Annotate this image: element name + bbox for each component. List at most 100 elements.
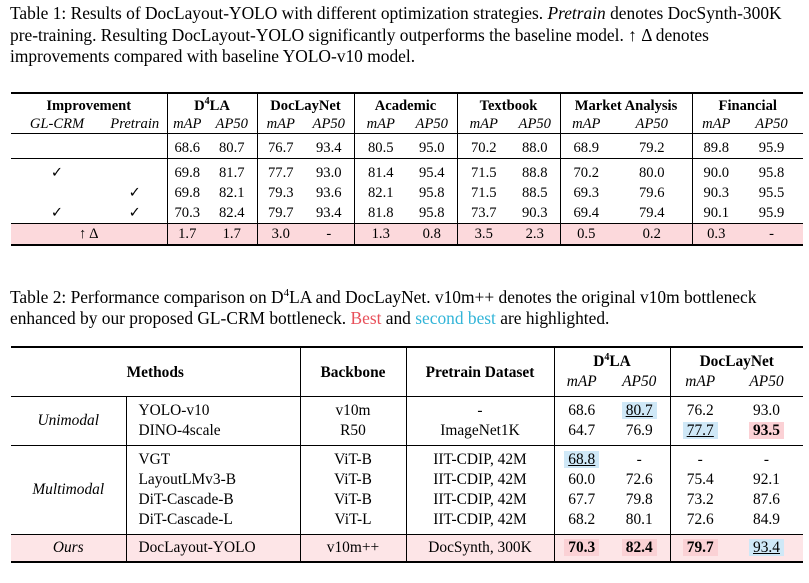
pretrain-dataset: -: [405, 396, 554, 421]
group-unimodal: Unimodal: [11, 396, 126, 446]
table-row: LayoutLMv3-B ViT-B IIT-CDIP, 42M 60.0 72…: [11, 470, 803, 490]
metric-map: mAP: [691, 115, 740, 134]
cell: 88.8: [510, 158, 560, 183]
best-label: Best: [350, 308, 382, 329]
cell-best: 79.7: [669, 534, 730, 563]
table2: Methods Backbone Pretrain Dataset D4LA D…: [11, 346, 803, 563]
table1-caption-text-b: denotes DocSynth-300K pre-training. Resu…: [10, 3, 782, 67]
cell: 79.2: [612, 133, 692, 159]
table-row: ✓ 69.8 81.7 77.7 93.0 81.4 95.4 71.5 88.…: [11, 158, 803, 183]
method-name: DiT-Cascade-L: [125, 510, 300, 535]
metric-ap50: AP50: [755, 116, 788, 132]
pretrain-dataset: IIT-CDIP, 42M: [405, 445, 554, 470]
header-backbone: Backbone: [299, 346, 406, 397]
table1-caption-label: Table 1:: [10, 3, 67, 23]
table1-caption: Table 1: Results of DocLayout-YOLO with …: [10, 3, 805, 68]
cell: 73.7: [456, 203, 510, 224]
table2-caption-text-b: LA and DocLayNet. v10m++ denotes the ori…: [10, 286, 757, 329]
cell-second-best: 93.4: [730, 534, 803, 563]
glcrm-check: [11, 183, 103, 203]
backbone: R50: [299, 421, 406, 446]
cell: 79.6: [638, 185, 665, 201]
header-academic: Academic: [353, 92, 457, 115]
backbone: v10m: [299, 396, 406, 421]
cell: 95.8: [418, 185, 445, 201]
method-name: LayoutLMv3-B: [125, 470, 300, 490]
cell: 69.8: [166, 158, 207, 183]
metric-map: mAP: [166, 115, 207, 134]
cell: 93.4: [304, 133, 354, 159]
cell: 68.6: [553, 396, 609, 421]
pretrain-dataset: ImageNet1K: [405, 421, 554, 446]
cell: 95.5: [758, 185, 785, 201]
cell: 95.0: [407, 133, 457, 159]
table1: Improvement D4LA DocLayNet Academic Text…: [11, 92, 803, 246]
header-improvement: Improvement: [11, 92, 167, 115]
cell: 69.8: [166, 183, 207, 203]
pretrain-dataset: IIT-CDIP, 42M: [405, 470, 554, 490]
cell: 81.4: [353, 158, 407, 183]
cell: 93.6: [315, 185, 342, 201]
cell: 95.9: [758, 205, 785, 221]
cell: 82.1: [218, 185, 245, 201]
cell: -: [304, 223, 354, 246]
cell: 88.5: [521, 185, 548, 201]
table-row: DINO-4scale R50 ImageNet1K 64.7 76.9 77.…: [11, 421, 803, 446]
pretrain-dataset: DocSynth, 300K: [405, 534, 554, 563]
backbone: ViT-L: [299, 510, 406, 535]
cell: 68.9: [559, 133, 612, 159]
table-row-ours: Ours DocLayout-YOLO v10m++ DocSynth, 300…: [11, 534, 803, 563]
cell: 70.2: [456, 133, 510, 159]
cell: 72.6: [669, 510, 730, 535]
cell: 80.5: [353, 133, 407, 159]
cell: 1.7: [207, 223, 257, 246]
cell: 70.2: [559, 158, 612, 183]
cell: 0.2: [612, 223, 692, 246]
cell: -: [740, 223, 803, 246]
table-row: DiT-Cascade-B ViT-B IIT-CDIP, 42M 67.7 7…: [11, 490, 803, 510]
method-name: DocLayout-YOLO: [125, 534, 300, 563]
backbone: ViT-B: [299, 490, 406, 510]
table-row: DiT-Cascade-L ViT-L IIT-CDIP, 42M 68.2 8…: [11, 510, 803, 535]
table2-caption-label: Table 2:: [10, 286, 67, 307]
header-doclaynet: DocLayNet: [669, 346, 803, 372]
cell: 0.8: [407, 223, 457, 246]
table-row: Unimodal YOLO-v10 v10m - 68.6 80.7 76.2 …: [11, 396, 803, 446]
caption-and: and: [381, 308, 416, 329]
improvement-row: ↑ Δ 1.7 1.7 3.0 - 1.3 0.8 3.5 2.3 0.5 0.…: [11, 223, 803, 246]
cell: 60.0: [553, 470, 609, 490]
glcrm-check: [11, 133, 103, 159]
cell: 71.5: [456, 158, 510, 183]
cell: 1.3: [353, 223, 407, 246]
header-pretrain: Pretrain: [110, 116, 160, 132]
backbone: ViT-B: [299, 445, 406, 470]
cell: 3.5: [456, 223, 510, 246]
header-doclaynet: DocLayNet: [256, 92, 354, 115]
table-row: 68.6 80.7 76.7 93.4 80.5 95.0 70.2 88.0 …: [11, 133, 803, 159]
metric-map: mAP: [353, 115, 407, 134]
cell: 90.0: [691, 158, 740, 183]
cell: 90.1: [691, 203, 740, 224]
cell: 3.0: [256, 223, 304, 246]
cell: 79.7: [256, 203, 304, 224]
cell: 68.2: [553, 510, 609, 535]
cell: 87.6: [753, 491, 780, 508]
cell: 76.7: [256, 133, 304, 159]
cell: 80.0: [612, 158, 692, 183]
cell: 75.4: [669, 470, 730, 490]
pretrain-check: [103, 158, 167, 183]
metric-ap50: AP50: [312, 116, 345, 132]
header-textbook: Textbook: [456, 92, 560, 115]
cell: 68.6: [166, 133, 207, 159]
cell: 76.2: [669, 396, 730, 421]
table-row: Multimodal VGT ViT-B IIT-CDIP, 42M 68.8 …: [11, 445, 803, 535]
cell-best: 82.4: [609, 534, 670, 563]
caption-sup: 4: [283, 287, 290, 299]
cell: 84.9: [753, 511, 780, 528]
cell: 82.1: [353, 183, 407, 203]
cell: 77.7: [256, 158, 304, 183]
pretrain-dataset: IIT-CDIP, 42M: [405, 490, 554, 510]
cell: 76.9: [625, 422, 653, 439]
cell: 92.1: [753, 471, 780, 488]
table1-caption-italic: Pretrain: [547, 3, 606, 23]
